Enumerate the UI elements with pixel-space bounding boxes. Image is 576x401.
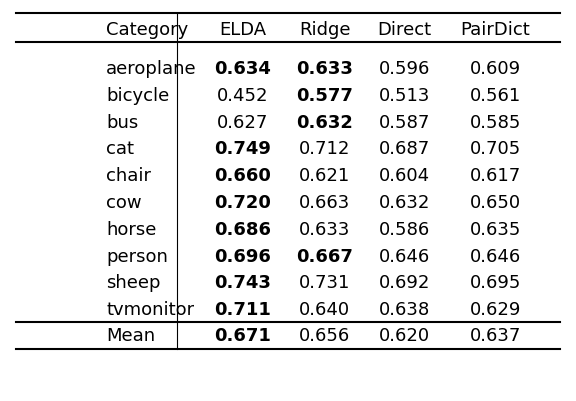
Text: 0.629: 0.629	[469, 300, 521, 318]
Text: 0.513: 0.513	[378, 87, 430, 105]
Text: 0.749: 0.749	[214, 140, 271, 158]
Text: 0.712: 0.712	[299, 140, 351, 158]
Text: 0.609: 0.609	[469, 60, 521, 78]
Text: 0.632: 0.632	[378, 194, 430, 211]
Text: Mean: Mean	[107, 326, 156, 344]
Text: 0.586: 0.586	[379, 220, 430, 238]
Text: 0.656: 0.656	[300, 326, 351, 344]
Text: sheep: sheep	[107, 273, 161, 292]
Text: 0.561: 0.561	[469, 87, 521, 105]
Text: 0.585: 0.585	[469, 113, 521, 132]
Text: 0.720: 0.720	[214, 194, 271, 211]
Text: 0.692: 0.692	[378, 273, 430, 292]
Text: 0.596: 0.596	[378, 60, 430, 78]
Text: 0.635: 0.635	[469, 220, 521, 238]
Text: tvmonitor: tvmonitor	[107, 300, 195, 318]
Text: 0.650: 0.650	[469, 194, 521, 211]
Text: 0.634: 0.634	[214, 60, 271, 78]
Text: 0.695: 0.695	[469, 273, 521, 292]
Text: 0.621: 0.621	[300, 167, 351, 185]
Text: 0.705: 0.705	[469, 140, 521, 158]
Text: chair: chair	[107, 167, 151, 185]
Text: 0.638: 0.638	[379, 300, 430, 318]
Text: 0.743: 0.743	[214, 273, 271, 292]
Text: cow: cow	[107, 194, 142, 211]
Text: PairDict: PairDict	[460, 21, 530, 38]
Text: 0.660: 0.660	[214, 167, 271, 185]
Text: 0.632: 0.632	[297, 113, 353, 132]
Text: 0.731: 0.731	[299, 273, 351, 292]
Text: 0.667: 0.667	[297, 247, 353, 265]
Text: 0.646: 0.646	[379, 247, 430, 265]
Text: 0.604: 0.604	[379, 167, 430, 185]
Text: Ridge: Ridge	[299, 21, 351, 38]
Text: 0.646: 0.646	[469, 247, 521, 265]
Text: 0.640: 0.640	[300, 300, 350, 318]
Text: bus: bus	[107, 113, 139, 132]
Text: 0.687: 0.687	[379, 140, 430, 158]
Text: 0.686: 0.686	[214, 220, 271, 238]
Text: 0.577: 0.577	[297, 87, 353, 105]
Text: Category: Category	[107, 21, 188, 38]
Text: 0.696: 0.696	[214, 247, 271, 265]
Text: 0.617: 0.617	[469, 167, 521, 185]
Text: bicycle: bicycle	[107, 87, 169, 105]
Text: Direct: Direct	[377, 21, 431, 38]
Text: horse: horse	[107, 220, 157, 238]
Text: cat: cat	[107, 140, 134, 158]
Text: 0.620: 0.620	[379, 326, 430, 344]
Text: 0.587: 0.587	[378, 113, 430, 132]
Text: person: person	[107, 247, 168, 265]
Text: aeroplane: aeroplane	[107, 60, 197, 78]
Text: 0.633: 0.633	[297, 60, 353, 78]
Text: 0.633: 0.633	[299, 220, 351, 238]
Text: ELDA: ELDA	[219, 21, 266, 38]
Text: 0.663: 0.663	[300, 194, 351, 211]
Text: 0.452: 0.452	[217, 87, 268, 105]
Text: 0.627: 0.627	[217, 113, 268, 132]
Text: 0.671: 0.671	[214, 326, 271, 344]
Text: 0.637: 0.637	[469, 326, 521, 344]
Text: 0.711: 0.711	[214, 300, 271, 318]
